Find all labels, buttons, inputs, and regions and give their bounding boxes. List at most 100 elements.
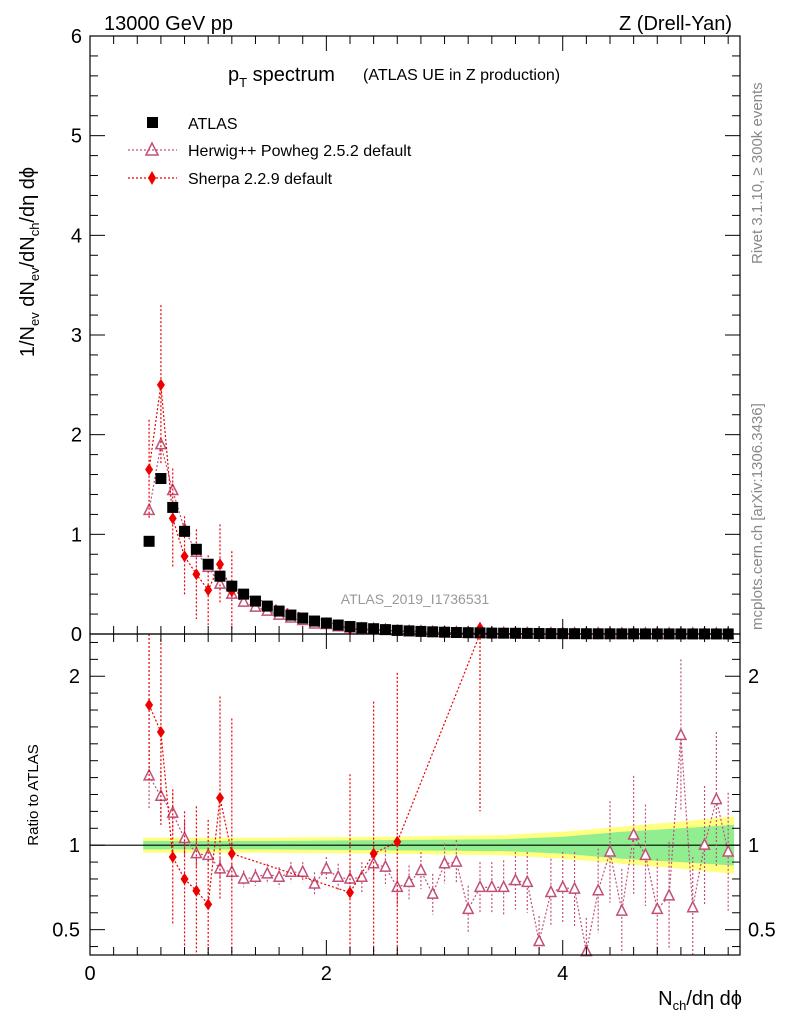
herwig-ratio-point bbox=[201, 847, 215, 861]
sherpa-point bbox=[204, 584, 213, 597]
y-tick-label: 5 bbox=[71, 126, 82, 148]
herwig-point bbox=[237, 594, 250, 607]
sherpa-ratio-point bbox=[145, 698, 154, 711]
y-tick-label: 6 bbox=[71, 26, 82, 48]
herwig-ratio-point bbox=[379, 859, 392, 872]
herwig-ratio-point bbox=[662, 888, 676, 901]
atlas-point bbox=[403, 625, 415, 637]
rivet-label: Rivet 3.1.10, ≥ 300k events bbox=[749, 82, 766, 264]
atlas-point bbox=[356, 622, 368, 634]
sherpa-ratio-point bbox=[369, 847, 378, 860]
sherpa-point bbox=[180, 550, 189, 563]
atlas-point bbox=[143, 535, 155, 547]
sherpa-ratio-point bbox=[180, 872, 189, 885]
sherpa-point bbox=[216, 558, 224, 571]
sherpa-point bbox=[168, 512, 177, 525]
atlas-point bbox=[273, 605, 285, 617]
ratio-plot: 0.5 0.5 1 1 2 2 0 2 4 bbox=[52, 633, 776, 985]
atlas-point bbox=[214, 570, 226, 582]
ratio-uncertainty-band bbox=[90, 816, 740, 874]
atlas-point bbox=[190, 543, 202, 555]
ylabel-part-2: dN bbox=[17, 281, 39, 312]
herwig-ratio-point bbox=[485, 879, 499, 893]
herwig-ratio-series bbox=[142, 659, 735, 957]
y-tick-label: 2 bbox=[71, 425, 82, 447]
main-axes: 0 1 2 3 4 5 6 bbox=[71, 26, 741, 646]
ylabel-part-4: /dN bbox=[17, 236, 39, 267]
sherpa-ratio-point bbox=[192, 884, 201, 897]
main-plot: 0 1 2 3 4 5 6 bbox=[71, 26, 741, 646]
plot-title-note: (ATLAS UE in Z production) bbox=[363, 67, 560, 84]
sherpa-series bbox=[145, 305, 484, 638]
herwig-ratio-point bbox=[296, 864, 309, 877]
herwig-point bbox=[154, 436, 168, 450]
herwig-ratio-point bbox=[249, 869, 262, 883]
sherpa-ratio-point bbox=[168, 851, 177, 864]
atlas-point bbox=[202, 558, 214, 570]
herwig-ratio-point bbox=[698, 837, 711, 850]
atlas-point bbox=[498, 627, 510, 639]
legend-sherpa-marker bbox=[148, 171, 156, 185]
herwig-ratio-point bbox=[438, 856, 451, 869]
herwig-ratio-point bbox=[674, 727, 688, 741]
ylabel-part-6: /dη dϕ bbox=[17, 167, 39, 223]
ratio-tick-label-right: 0.5 bbox=[748, 920, 776, 942]
herwig-ratio-point bbox=[591, 883, 605, 896]
herwig-ratio-point bbox=[237, 871, 250, 884]
herwig-ratio-point bbox=[426, 886, 439, 899]
herwig-ratio-point bbox=[308, 876, 321, 889]
legend-entry-herwig: Herwig++ Powheg 2.5.2 default bbox=[128, 141, 412, 160]
atlas-point bbox=[474, 627, 486, 639]
y-tick-label: 1 bbox=[71, 524, 82, 546]
legend-herwig-marker bbox=[144, 141, 160, 156]
herwig-ratio-point bbox=[544, 884, 558, 898]
herwig-ratio-point bbox=[568, 881, 581, 894]
herwig-ratio-point bbox=[284, 864, 298, 877]
process-label: Z (Drell-Yan) bbox=[619, 13, 732, 35]
y-axis-label: 1/Nev dNev/dNch/dη dϕ bbox=[17, 167, 42, 357]
herwig-ratio-point bbox=[603, 844, 617, 857]
atlas-point bbox=[427, 626, 439, 638]
herwig-series bbox=[142, 436, 735, 639]
xlabel-part-0: N bbox=[658, 988, 672, 1010]
herwig-ratio-point bbox=[320, 861, 333, 874]
atlas-point bbox=[261, 600, 273, 612]
herwig-ratio-point bbox=[686, 900, 699, 913]
sherpa-ratio-point bbox=[346, 886, 354, 899]
ratio-tick-label: 1 bbox=[69, 835, 80, 857]
herwig-ratio-point bbox=[651, 901, 664, 915]
herwig-point bbox=[213, 576, 227, 589]
sherpa-line bbox=[148, 384, 481, 632]
atlas-point bbox=[285, 609, 297, 621]
sherpa-point bbox=[145, 463, 154, 476]
energy-label: 13000 GeV pp bbox=[104, 13, 233, 35]
atlas-point bbox=[249, 595, 261, 607]
xlabel-part-1: ch bbox=[673, 998, 687, 1013]
y-tick-label: 3 bbox=[71, 325, 82, 347]
y-tick-label: 0 bbox=[71, 624, 82, 646]
legend-entry-atlas: ATLAS bbox=[147, 116, 238, 133]
herwig-ratio-point bbox=[473, 879, 487, 893]
herwig-ratio-point bbox=[450, 854, 463, 867]
x-tick-label: 4 bbox=[557, 963, 568, 985]
herwig-ratio-point bbox=[627, 827, 640, 840]
herwig-ratio-point bbox=[556, 879, 569, 893]
herwig-ratio-point bbox=[402, 874, 416, 888]
herwig-ratio-point bbox=[178, 830, 191, 844]
sherpa-ratio-point bbox=[393, 835, 402, 848]
legend-entry-sherpa: Sherpa 2.2.9 default bbox=[128, 171, 333, 188]
ylabel-part-1: ev bbox=[27, 312, 42, 326]
ratio-tick-label-right: 2 bbox=[748, 666, 759, 688]
legend-sherpa-label: Sherpa 2.2.9 default bbox=[188, 171, 333, 188]
sherpa-ratio-point bbox=[227, 847, 236, 860]
herwig-ratio-point bbox=[639, 847, 652, 861]
sherpa-ratio-line bbox=[148, 633, 481, 906]
atlas-point bbox=[332, 619, 344, 631]
sherpa-point bbox=[192, 568, 201, 581]
x-tick-label: 2 bbox=[321, 963, 332, 985]
ylabel-part-5: ch bbox=[27, 223, 42, 237]
atlas-point bbox=[450, 627, 462, 639]
legend: ATLAS Herwig++ Powheg 2.5.2 default Sher… bbox=[128, 116, 412, 188]
herwig-ratio-point bbox=[261, 866, 274, 879]
